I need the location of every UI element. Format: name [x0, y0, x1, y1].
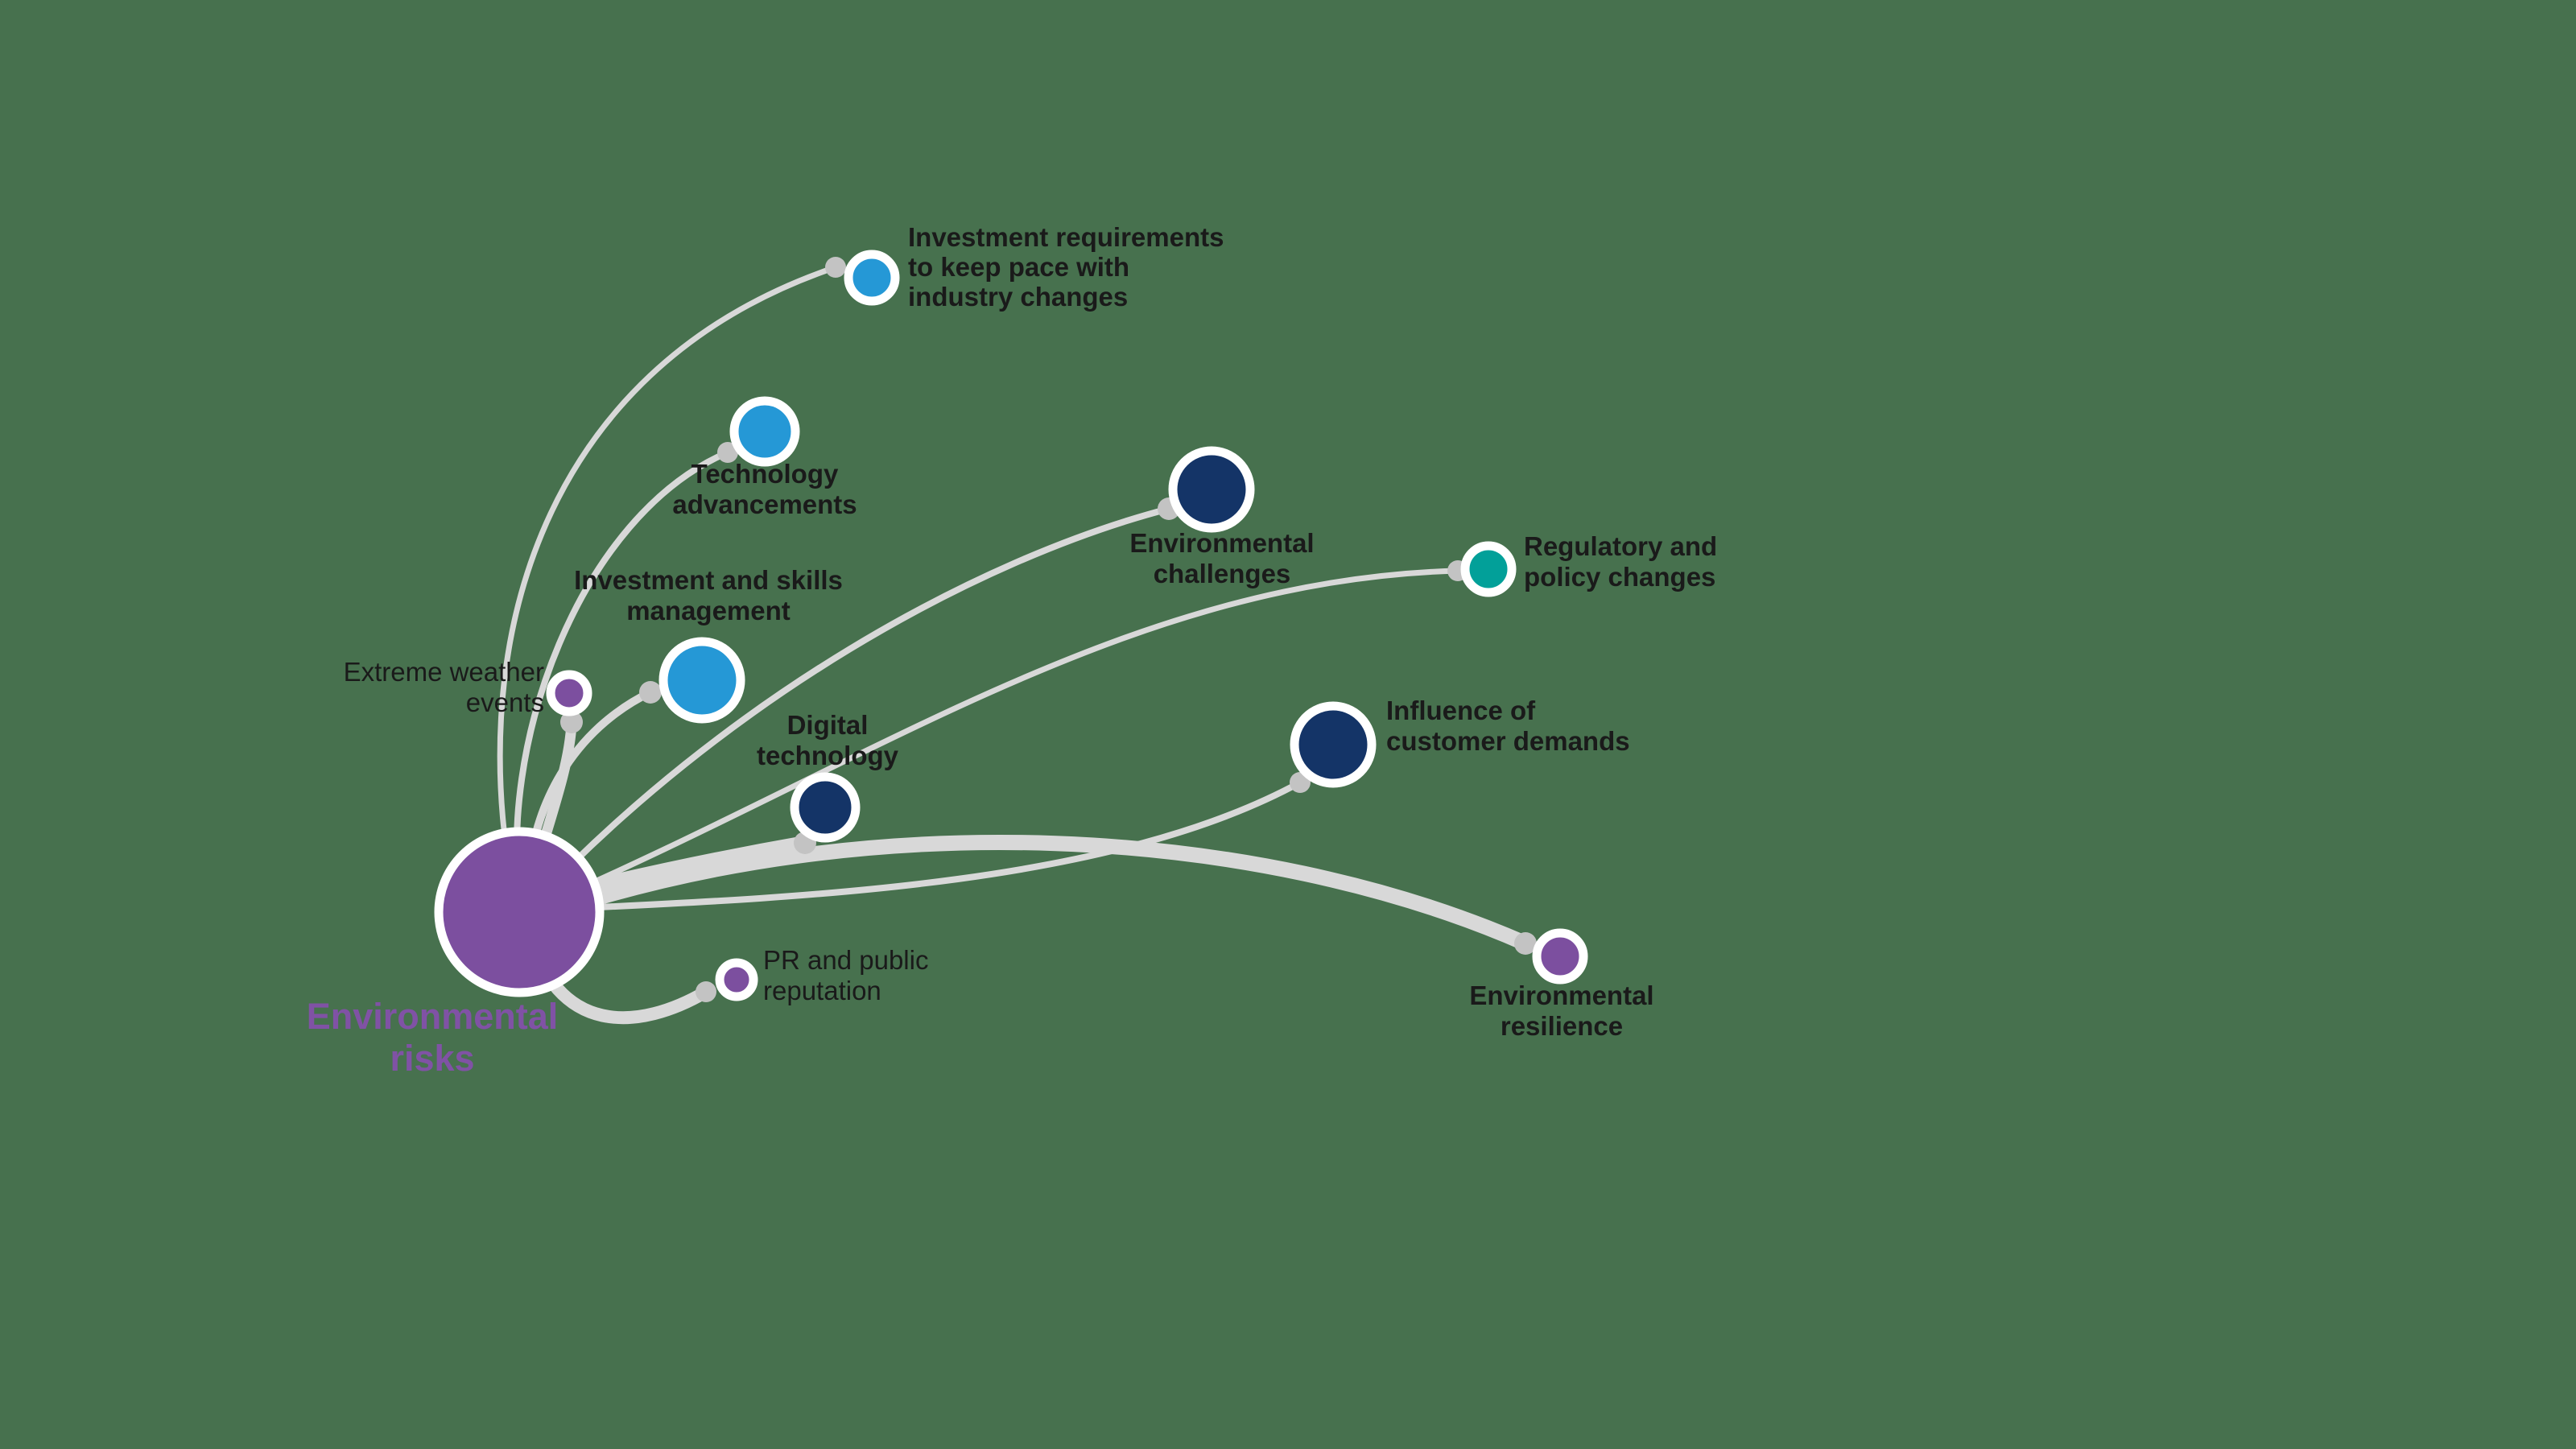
node-pr-and-public-reputation[interactable] [715, 958, 758, 1001]
edge-investment-requirements [497, 264, 839, 913]
node-technology-advancements[interactable] [729, 396, 800, 467]
edge-influence-of-customer-demands [544, 779, 1303, 913]
connector-dot-environmental-resilience [1514, 932, 1537, 955]
label-environmental-risks-line-0: Environmental [307, 996, 559, 1037]
node-environmental-resilience[interactable] [1532, 928, 1588, 985]
label-regulatory-and-policy-changes: Regulatory and policy changes [1524, 531, 1717, 592]
label-environmental-risks-line-1: risks [390, 1038, 474, 1079]
label-technology-advancements-line-1: advancements [672, 489, 857, 519]
label-extreme-weather-events-line-1: events [466, 687, 544, 717]
label-influence-of-customer-demands-line-1: customer demands [1386, 726, 1630, 756]
label-regulatory-and-policy-changes-line-0: Regulatory and [1524, 531, 1717, 561]
edge-environmental-resilience [539, 834, 1534, 952]
edge-regulatory-and-policy-changes [528, 568, 1461, 913]
label-environmental-challenges-line-1: challenges [1154, 559, 1291, 588]
node-digital-technology[interactable] [790, 772, 861, 843]
label-environmental-challenges: Environmental challenges [1129, 528, 1314, 588]
label-investment-requirements: Investment requirements to keep pace with… [908, 222, 1224, 312]
node-investment-and-skills-management[interactable] [658, 637, 745, 724]
label-investment-requirements-line-0: Investment requirements [908, 222, 1224, 252]
label-digital-technology-line-0: Digital [787, 710, 869, 740]
label-environmental-resilience-line-1: resilience [1501, 1011, 1623, 1041]
label-investment-and-skills-management-line-1: management [626, 596, 791, 625]
label-environmental-challenges-line-0: Environmental [1129, 528, 1314, 558]
connector-dot-investment-requirements [825, 257, 846, 278]
label-technology-advancements-line-0: Technology [691, 459, 839, 489]
label-digital-technology: Digital technology [757, 710, 899, 770]
label-extreme-weather-events-line-0: Extreme weather [344, 657, 544, 687]
label-investment-and-skills-management-line-0: Investment and skills [574, 565, 843, 595]
node-regulatory-and-policy-changes[interactable] [1460, 541, 1517, 597]
label-investment-and-skills-management: Investment and skills management [574, 565, 843, 625]
label-digital-technology-line-1: technology [757, 741, 899, 770]
label-investment-requirements-line-1: to keep pace with [908, 252, 1129, 282]
label-influence-of-customer-demands: Influence of customer demands [1386, 696, 1630, 756]
node-extreme-weather-events[interactable] [546, 670, 592, 716]
node-investment-requirements[interactable] [844, 250, 900, 306]
connector-dot-extreme-weather-events [560, 711, 583, 733]
label-regulatory-and-policy-changes-line-1: policy changes [1524, 562, 1715, 592]
edge-environmental-challenges [528, 506, 1172, 909]
label-environmental-risks: Environmental risks [307, 996, 559, 1079]
label-extreme-weather-events: Extreme weather events [344, 657, 544, 717]
label-pr-and-public-reputation-line-0: PR and public [763, 945, 928, 975]
node-influence-of-customer-demands[interactable] [1290, 701, 1377, 788]
connector-dot-technology-advancements [717, 442, 738, 463]
label-pr-and-public-reputation: PR and public reputation [763, 945, 928, 1005]
node-environmental-risks[interactable] [434, 827, 605, 997]
label-environmental-resilience: Environmental resilience [1469, 980, 1653, 1041]
node-environmental-challenges[interactable] [1168, 446, 1255, 533]
label-environmental-resilience-line-0: Environmental [1469, 980, 1653, 1010]
label-pr-and-public-reputation-line-1: reputation [763, 976, 881, 1005]
connector-dot-investment-and-skills-management [639, 681, 662, 704]
connector-dot-pr-and-public-reputation [696, 981, 716, 1002]
label-technology-advancements: Technology advancements [672, 459, 857, 519]
label-influence-of-customer-demands-line-0: Influence of [1386, 696, 1536, 725]
label-investment-requirements-line-2: industry changes [908, 282, 1128, 312]
